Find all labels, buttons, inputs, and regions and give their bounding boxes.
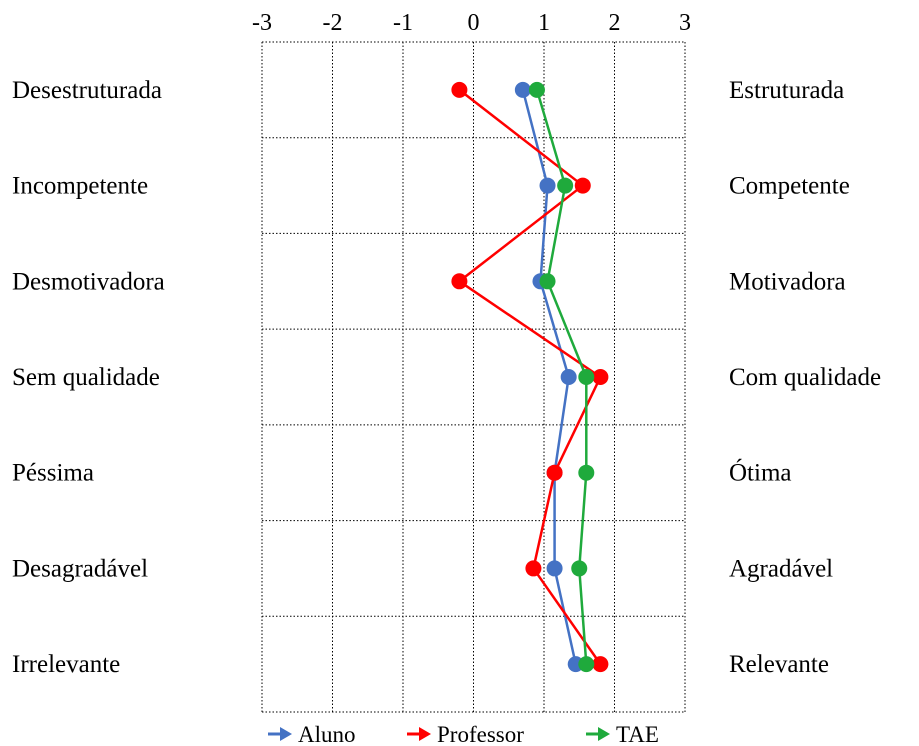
right-pole-label: Ótima <box>729 459 792 487</box>
legend-arrow-icon <box>419 727 431 741</box>
data-point-tae <box>571 560 588 577</box>
right-pole-label: Estruturada <box>729 77 844 104</box>
legend-label: Aluno <box>298 722 356 746</box>
x-tick-label: 3 <box>679 10 691 36</box>
data-point-tae <box>528 81 545 98</box>
data-point-tae <box>578 656 595 673</box>
data-point-aluno <box>514 81 531 98</box>
legend-label: Professor <box>437 722 524 746</box>
x-tick-label: 0 <box>468 10 480 36</box>
legend-arrow-icon <box>598 727 610 741</box>
legend: Aluno Professor TAE <box>268 722 659 746</box>
data-point-aluno <box>539 177 556 194</box>
legend-arrow-icon <box>280 727 292 741</box>
series-professor <box>451 81 609 673</box>
legend-item-professor: Professor <box>407 722 524 746</box>
left-pole-label: Irrelevante <box>12 651 120 678</box>
right-pole-label: Competente <box>729 173 850 200</box>
left-pole-label: Desmotivadora <box>12 268 165 295</box>
right-pole-label: Motivadora <box>729 268 846 295</box>
series-lines <box>451 81 609 673</box>
plot-grid <box>261 41 686 713</box>
data-point-tae <box>539 273 556 290</box>
data-point-tae <box>578 464 595 481</box>
x-tick-label: 2 <box>609 10 621 36</box>
right-pole-label: Agradável <box>729 555 833 582</box>
data-point-professor <box>451 81 468 98</box>
right-pole-label: Com qualidade <box>729 364 881 391</box>
x-tick-label: 1 <box>538 10 550 36</box>
x-tick-label: -3 <box>252 10 272 36</box>
data-point-professor <box>592 369 609 385</box>
data-point-tae <box>578 369 595 385</box>
left-pole-label: Desagradável <box>12 555 148 582</box>
right-pole-labels: Estruturada Competente Motivadora Com quali… <box>729 77 881 678</box>
left-pole-label: Desestruturada <box>12 77 162 104</box>
left-pole-label: Incompetente <box>12 173 148 200</box>
data-point-professor <box>525 560 542 577</box>
data-point-professor <box>592 656 609 673</box>
data-point-professor <box>451 273 468 290</box>
left-pole-label: Sem qualidade <box>12 364 160 391</box>
legend-item-aluno: Aluno <box>268 722 356 746</box>
x-axis-ticks: -3 -2 -1 0 1 2 3 <box>252 10 691 36</box>
data-point-tae <box>557 177 574 194</box>
data-point-professor <box>574 177 591 194</box>
left-pole-labels: Desestruturada Incompetente Desmotivadora S… <box>12 77 165 678</box>
data-point-aluno <box>560 369 577 385</box>
data-point-aluno <box>546 560 563 577</box>
series-aluno <box>514 81 584 673</box>
left-pole-label: Péssima <box>12 460 94 487</box>
legend-label: TAE <box>616 722 659 746</box>
right-pole-label: Relevante <box>729 651 829 678</box>
x-tick-label: -2 <box>323 10 343 36</box>
x-tick-label: -1 <box>393 10 413 36</box>
series-tae <box>528 81 595 673</box>
legend-item-tae: TAE <box>586 722 659 746</box>
data-point-professor <box>546 464 563 481</box>
